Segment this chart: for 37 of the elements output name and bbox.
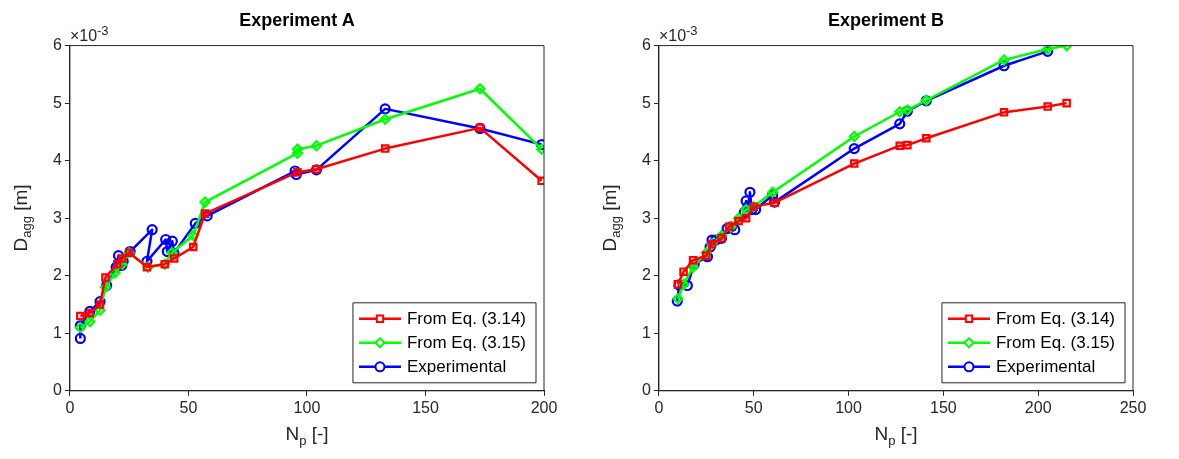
y-tick-label: 6 xyxy=(52,36,62,54)
y-tick-label: 0 xyxy=(52,381,62,399)
y-tick-label: 2 xyxy=(52,266,62,284)
x-tick-label: 100 xyxy=(835,398,862,416)
x-tick-label: 250 xyxy=(1119,398,1147,416)
x-tick-label: 200 xyxy=(1024,398,1052,416)
legend-label: Experimental xyxy=(406,357,507,377)
legend-label: From Eq. (3.14) xyxy=(406,309,527,329)
x-tick-label: 100 xyxy=(293,398,321,416)
y-tick-label: 1 xyxy=(641,323,651,341)
y-tick-label: 6 xyxy=(641,36,651,54)
y-tick-label: 4 xyxy=(641,151,651,169)
legend-label: Experimental xyxy=(995,357,1096,377)
legend-label: From Eq. (3.14) xyxy=(995,309,1116,329)
x-tick-label: 150 xyxy=(412,398,439,416)
x-tick-label: 50 xyxy=(744,398,763,416)
x-axis-title: N$_{p}$ [-] xyxy=(874,422,918,448)
y-tick-label: 2 xyxy=(641,266,651,284)
x-tick-label: 0 xyxy=(65,398,75,416)
y-tick-label: 3 xyxy=(641,208,651,226)
y-tick-label: 5 xyxy=(52,93,62,111)
x-tick-label: 200 xyxy=(530,398,558,416)
legend-label: From Eq. (3.15) xyxy=(406,333,527,353)
x-tick-label: 150 xyxy=(930,398,957,416)
chart-title: Experiment A xyxy=(239,9,355,30)
y-tick-label: 1 xyxy=(52,323,62,341)
text: ×10$^{-3}$ xyxy=(69,22,109,45)
y-tick-label: 5 xyxy=(641,93,651,111)
x-tick-label: 0 xyxy=(654,398,664,416)
legend-label: From Eq. (3.15) xyxy=(995,333,1116,353)
y-tick-label: 0 xyxy=(641,381,651,399)
y-tick-label: 4 xyxy=(52,151,62,169)
x-tick-label: 50 xyxy=(179,398,198,416)
text: ×10$^{-3}$ xyxy=(658,22,698,45)
y-tick-label: 3 xyxy=(52,208,62,226)
x-axis-title: N$_{p}$ [-] xyxy=(285,422,329,448)
chart-title: Experiment B xyxy=(827,9,945,30)
